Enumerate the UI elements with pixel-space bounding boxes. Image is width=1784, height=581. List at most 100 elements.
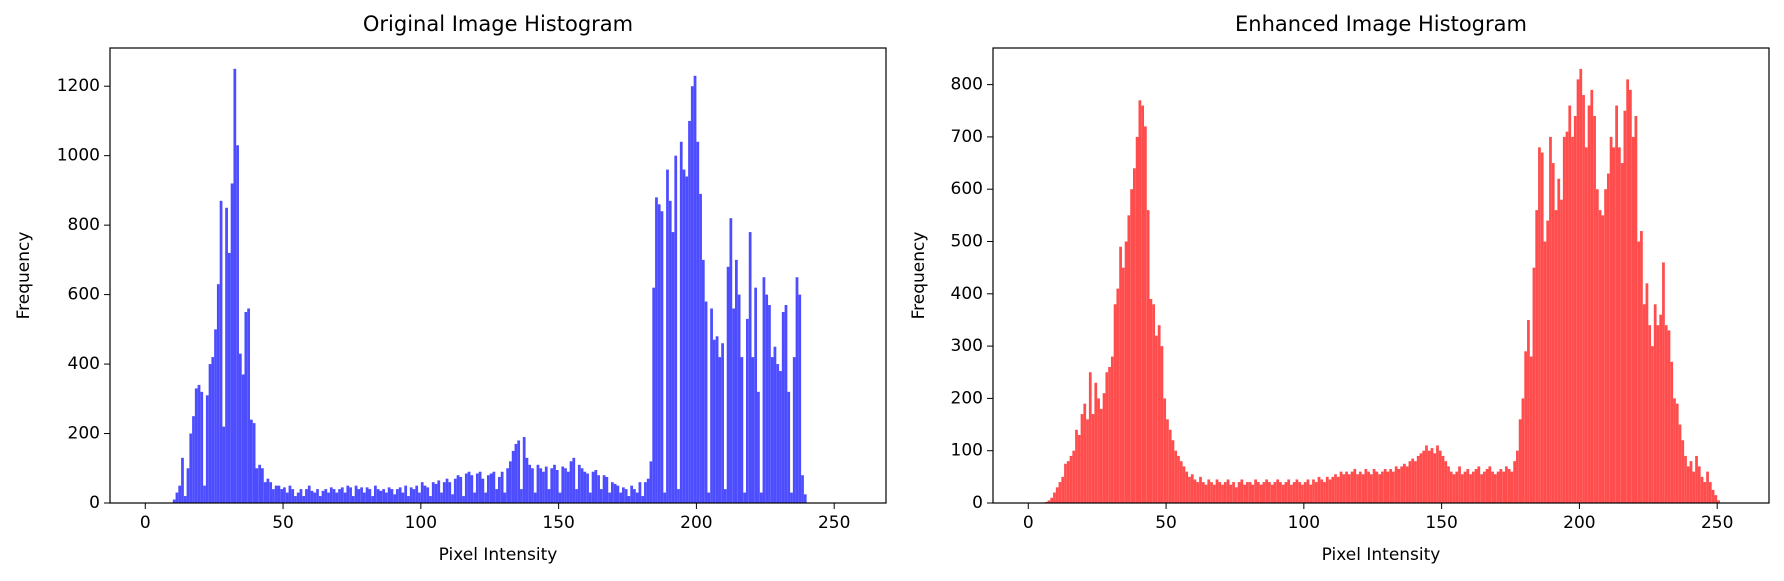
bar	[795, 277, 799, 503]
bar	[362, 492, 366, 503]
bar	[1651, 346, 1654, 503]
bar	[310, 490, 314, 503]
bar	[371, 496, 374, 503]
bar	[1463, 471, 1467, 503]
bar	[1364, 469, 1368, 503]
bar	[1615, 105, 1618, 503]
bar	[1626, 79, 1630, 504]
bar	[1201, 482, 1205, 503]
bar	[729, 218, 733, 503]
bar	[426, 487, 430, 503]
bar	[258, 464, 262, 503]
bar	[1692, 471, 1696, 503]
bar	[327, 492, 330, 503]
bar	[746, 318, 749, 503]
bar	[608, 492, 611, 503]
bar	[1584, 147, 1588, 504]
bar	[1279, 482, 1282, 503]
bar	[1088, 372, 1092, 503]
bar	[1623, 110, 1627, 504]
bar	[1505, 466, 1508, 503]
bar	[1606, 173, 1610, 503]
bar	[1532, 267, 1536, 503]
bar	[1430, 448, 1434, 503]
bar	[1433, 453, 1437, 503]
bar	[484, 492, 487, 503]
bar	[335, 492, 339, 503]
bar	[420, 482, 424, 503]
bar	[197, 384, 201, 503]
x-tick-label: 150	[542, 513, 574, 533]
bar	[734, 259, 738, 503]
bar	[1066, 461, 1070, 503]
bar	[407, 496, 410, 503]
bar	[1587, 105, 1591, 503]
bar	[1554, 210, 1558, 503]
bar	[726, 266, 730, 503]
bar	[699, 193, 702, 503]
bar	[1102, 393, 1106, 503]
bar	[1582, 95, 1585, 503]
bar	[732, 308, 735, 503]
bar	[431, 482, 435, 503]
bar	[227, 252, 231, 503]
bar	[674, 155, 678, 503]
x-tick-label: 250	[818, 513, 850, 533]
bar	[464, 473, 468, 503]
bar	[1124, 241, 1128, 504]
bar	[1703, 482, 1707, 503]
bar	[610, 482, 614, 503]
bar	[1662, 262, 1665, 503]
bar	[1540, 152, 1544, 503]
bar	[274, 485, 278, 503]
bar	[1245, 482, 1249, 503]
bar	[1642, 304, 1646, 503]
bar	[222, 426, 226, 503]
bar	[415, 485, 419, 503]
bar	[765, 294, 769, 503]
bar	[1546, 220, 1550, 503]
bar	[189, 433, 193, 503]
bar	[238, 353, 242, 503]
bar	[1110, 356, 1114, 503]
y-tick-label: 400	[951, 284, 983, 304]
bar	[1199, 476, 1202, 503]
bar	[1458, 466, 1461, 503]
bar	[773, 346, 777, 503]
bar	[1223, 482, 1227, 503]
bar	[641, 496, 645, 503]
bar	[1513, 461, 1517, 503]
bar	[379, 490, 383, 503]
bar	[630, 485, 634, 503]
bar	[1518, 419, 1522, 503]
bar	[445, 478, 449, 503]
bar	[638, 482, 642, 503]
bar	[172, 499, 176, 503]
bar	[803, 494, 807, 503]
bar	[1466, 469, 1470, 503]
bar	[385, 492, 388, 503]
bar	[272, 489, 275, 503]
x-tick-label: 100	[405, 513, 437, 533]
bar	[671, 232, 675, 503]
bar	[544, 466, 548, 503]
bar	[1416, 455, 1420, 503]
bar	[646, 478, 650, 503]
bar	[759, 492, 763, 503]
bar	[1306, 479, 1310, 503]
bar	[798, 294, 802, 503]
y-tick-label: 700	[951, 127, 983, 147]
bar	[266, 478, 270, 503]
bar	[1182, 466, 1186, 503]
y-axis-label: Frequency	[14, 232, 34, 320]
bar	[1166, 419, 1169, 503]
bar	[666, 169, 669, 503]
bar	[751, 357, 755, 503]
bar	[790, 492, 793, 503]
bar	[723, 489, 727, 503]
bar	[701, 259, 705, 503]
x-tick-label: 150	[1425, 513, 1457, 533]
x-tick-label: 250	[1701, 513, 1733, 533]
bar	[1595, 189, 1599, 503]
bar	[677, 489, 680, 503]
